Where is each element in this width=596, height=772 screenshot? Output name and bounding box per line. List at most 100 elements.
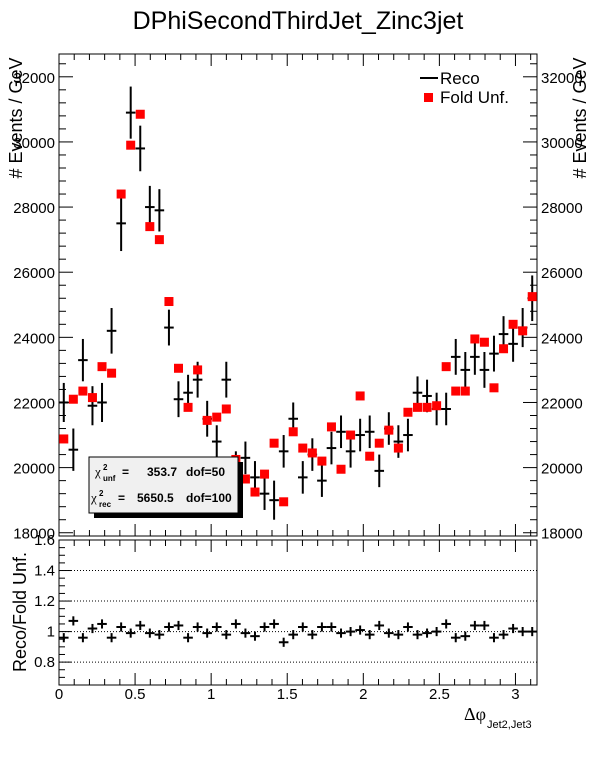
- reco-point: [393, 425, 404, 458]
- fold-unf-point: [212, 412, 222, 422]
- ratio-point: [125, 628, 136, 638]
- main-y-tick-label-right: 20000: [541, 461, 583, 478]
- reco-point: [269, 480, 279, 520]
- ratio-plot-area: [59, 616, 537, 647]
- svg-text:χ: χ: [90, 490, 97, 505]
- ratio-point: [87, 623, 98, 634]
- svg-text:dof=100: dof=100: [186, 491, 232, 505]
- ratio-point: [517, 627, 528, 637]
- reco-point: [259, 477, 270, 510]
- reco-point: [173, 381, 184, 418]
- ratio-y-axis: 0.8 1 1.2 1.4 1.6: [34, 532, 71, 678]
- main-y-tick-label-right: 32000: [541, 70, 583, 87]
- ratio-x-tick-label: 2: [359, 686, 367, 703]
- reco-point: [298, 461, 308, 494]
- ratio-point: [355, 625, 365, 635]
- fold-unf-point: [288, 427, 298, 437]
- fold-unf-point: [78, 386, 88, 396]
- ratio-point: [412, 630, 423, 640]
- svg-text:5650.5: 5650.5: [137, 491, 174, 505]
- main-y-tick-label-right: 24000: [541, 330, 583, 347]
- svg-text:2: 2: [99, 489, 104, 498]
- reco-point: [116, 195, 126, 252]
- svg-text:353.7: 353.7: [147, 465, 177, 479]
- ratio-point: [192, 622, 203, 632]
- reco-point: [336, 415, 346, 449]
- ratio-point: [498, 630, 509, 640]
- ratio-point: [164, 622, 174, 632]
- legend: Reco Fold Unf.: [420, 69, 509, 107]
- ratio-point: [326, 622, 337, 632]
- fold-unf-point: [250, 487, 260, 497]
- fold-unf-point: [68, 394, 78, 404]
- fold-unf-point: [489, 383, 499, 393]
- ratio-point: [231, 619, 241, 629]
- ratio-point: [250, 631, 260, 641]
- main-y-axis-title-right: # Events / GeV: [570, 57, 590, 178]
- reco-point: [145, 185, 155, 229]
- fold-unf-point: [87, 393, 97, 403]
- ratio-point: [431, 627, 442, 637]
- svg-text:Δφ: Δφ: [464, 704, 486, 724]
- fold-unf-point: [279, 497, 289, 507]
- ratio-point: [450, 633, 461, 643]
- fold-unf-point: [326, 422, 336, 432]
- fold-unf-point: [221, 404, 231, 414]
- ratio-point: [479, 620, 490, 631]
- reco-point: [211, 425, 222, 458]
- fold-unf-point: [499, 344, 509, 354]
- main-y-tick-label: 28000: [13, 200, 55, 217]
- reco-point: [59, 382, 69, 423]
- ratio-point: [470, 620, 480, 631]
- fold-unf-point: [355, 391, 365, 401]
- fold-unf-point: [422, 402, 432, 412]
- main-plot-frame: [58, 53, 538, 537]
- ratio-point: [364, 630, 375, 640]
- fold-unf-point: [126, 140, 136, 150]
- fold-unf-point: [460, 386, 470, 396]
- fold-unf-point: [365, 451, 375, 461]
- main-y-tick-label: 30000: [13, 135, 55, 152]
- fold-unf-point: [174, 363, 183, 373]
- reco-point: [460, 351, 471, 388]
- ratio-y-tick-label: 1.4: [34, 563, 55, 580]
- ratio-point: [384, 628, 394, 638]
- fold-unf-point: [413, 402, 422, 412]
- main-y-tick-label-right: 26000: [541, 265, 583, 282]
- ratio-y-axis-title: Reco/Fold Unf.: [10, 552, 30, 672]
- ratio-point: [240, 628, 251, 638]
- svg-text:unf: unf: [103, 474, 116, 483]
- svg-text:dof=50: dof=50: [186, 465, 225, 479]
- ratio-y-tick-label: 1.6: [34, 532, 55, 549]
- fold-unf-point: [164, 297, 174, 307]
- fold-unf-point: [432, 401, 442, 411]
- ratio-point: [116, 622, 126, 632]
- ratio-point: [393, 630, 404, 640]
- main-y-axis: 18000 18000 20000 20000 22000 22000 24000 24000…: [13, 63, 583, 543]
- fold-unf-point: [202, 415, 212, 425]
- ratio-gridlines: [59, 539, 537, 663]
- ratio-point: [403, 622, 413, 632]
- ratio-point: [460, 631, 471, 641]
- fold-unf-point: [508, 319, 518, 329]
- fold-unf-point: [317, 456, 327, 466]
- ratio-point: [508, 623, 518, 634]
- main-y-tick-label: 22000: [13, 395, 55, 412]
- ratio-point: [278, 637, 289, 647]
- reco-point: [278, 435, 289, 468]
- ratio-x-tick-label: 0: [55, 686, 63, 703]
- main-y-tick-label: 18000: [13, 526, 55, 543]
- reco-point: [345, 435, 356, 468]
- ratio-point: [202, 628, 212, 638]
- svg-text:=: =: [118, 491, 125, 505]
- ratio-y-tick-label: 1.2: [34, 593, 55, 610]
- svg-text:2: 2: [103, 463, 108, 472]
- reco-point: [441, 392, 451, 426]
- main-y-tick-label-right: 22000: [541, 395, 583, 412]
- ratio-point: [527, 627, 537, 637]
- chi-square-unf-row: χ 2 unf = 353.7 dof=50: [94, 463, 225, 483]
- ratio-point: [259, 622, 270, 632]
- ratio-point: [489, 633, 499, 643]
- fold-unf-point: [97, 362, 107, 372]
- fold-unf-point: [384, 425, 394, 435]
